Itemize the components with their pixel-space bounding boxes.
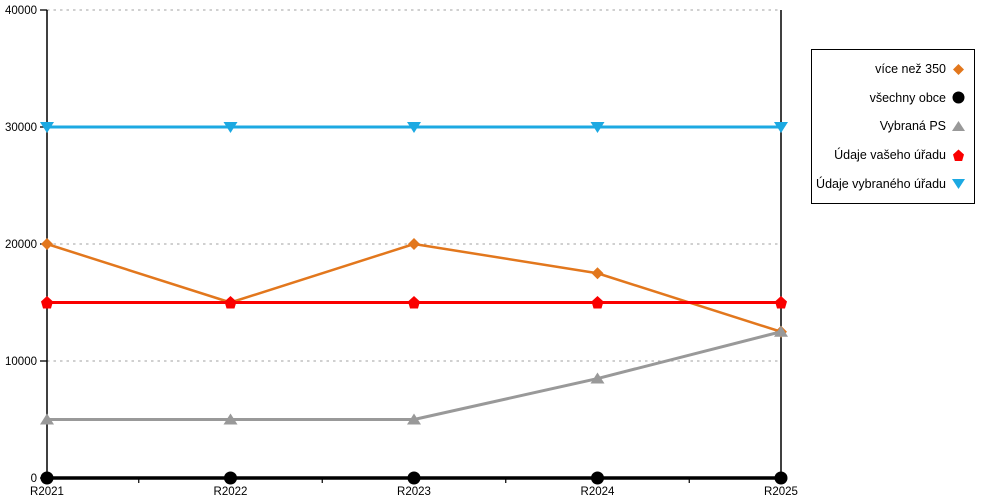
series-marker-pentagon (591, 296, 604, 309)
legend-marker-shape (952, 120, 965, 131)
series-marker-pentagon (408, 296, 420, 309)
x-tick-label: R2023 (397, 486, 431, 498)
series-marker-diamond (41, 238, 53, 250)
series-marker-circle (407, 471, 421, 485)
series-marker-diamond (591, 267, 604, 280)
series-marker-triangle-up (774, 325, 788, 337)
legend-marker-circle-icon (952, 91, 965, 104)
legend-label: všechny obce (869, 90, 946, 105)
series-marker-triangle-up (40, 413, 54, 425)
y-tick-label: 0 (31, 473, 37, 485)
legend-label: více než 350 (875, 62, 946, 77)
series-marker-pentagon (41, 296, 53, 309)
y-tick-label: 20000 (5, 239, 37, 251)
legend-label: Údaje vybraného úřadu (816, 176, 946, 191)
legend-marker-shape (953, 149, 964, 161)
series-marker-pentagon (775, 296, 787, 309)
x-tick-label: R2021 (30, 486, 64, 498)
x-tick-label: R2022 (214, 486, 248, 498)
legend-marker-triangle-up-icon (952, 120, 965, 131)
series-marker-triangle-down (223, 122, 238, 133)
series-line (45, 242, 783, 333)
legend-item[interactable]: více než 350 (818, 62, 966, 77)
x-tick-label: R2024 (581, 486, 615, 498)
y-tick-label: 10000 (5, 356, 37, 368)
series-marker-triangle-up (590, 372, 605, 384)
series-marker-circle (774, 471, 788, 485)
series-marker-diamond (408, 238, 420, 250)
series-marker-triangle-up (223, 413, 238, 425)
legend-marker-diamond-icon (953, 63, 964, 75)
series-marker-circle (591, 471, 604, 485)
series-marker-triangle-up (407, 413, 421, 425)
legend-marker-triangle-down-icon (952, 179, 965, 190)
y-tick-label: 40000 (5, 5, 37, 17)
x-tick-label: R2025 (764, 486, 798, 498)
legend-marker-shape (953, 63, 964, 75)
legend-item[interactable]: všechny obce (818, 90, 966, 105)
series-marker-pentagon (224, 296, 237, 309)
legend-item[interactable]: Vybraná PS (818, 119, 966, 134)
series-marker-circle (224, 471, 237, 485)
series-marker-triangle-down (774, 122, 788, 133)
legend-item[interactable]: Údaje vybraného úřadu (816, 176, 966, 191)
series-marker-triangle-down (590, 122, 605, 133)
legend: více než 350 všechny obce Vybraná PS Údaje … (811, 49, 975, 204)
series-marker-triangle-down (407, 122, 421, 133)
legend-item[interactable]: Údaje vašeho úřadu (818, 148, 966, 163)
legend-marker-shape (952, 91, 965, 104)
legend-marker-pentagon-icon (953, 149, 964, 161)
y-tick-label: 30000 (5, 122, 37, 134)
series-marker-circle (40, 471, 54, 485)
legend-label: Vybraná PS (879, 119, 946, 134)
series-line (45, 330, 783, 421)
series-marker-triangle-down (40, 122, 54, 133)
legend-label: Údaje vašeho úřadu (834, 148, 946, 163)
legend-marker-shape (952, 179, 965, 190)
